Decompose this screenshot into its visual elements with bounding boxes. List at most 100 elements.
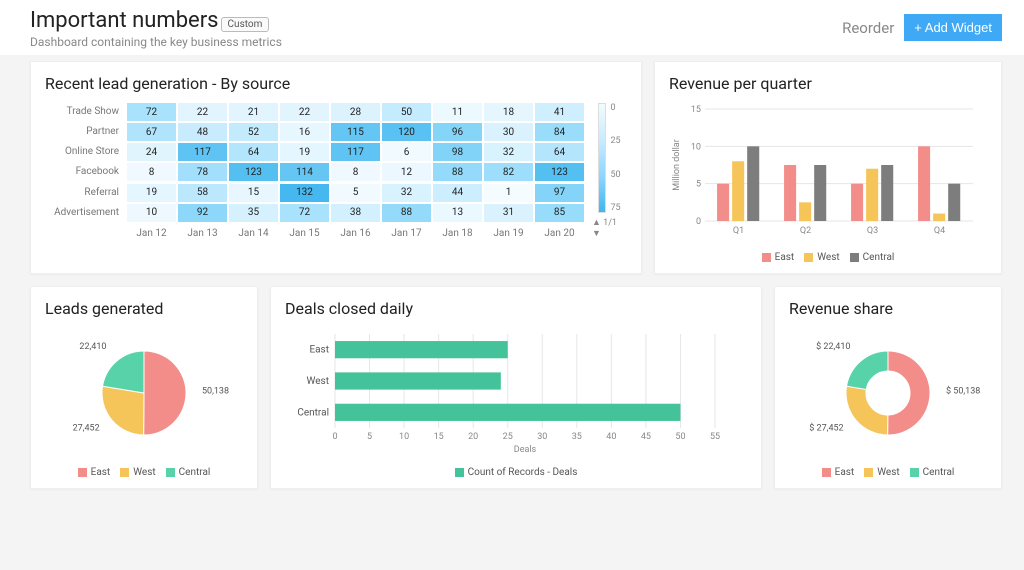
svg-text:Q2: Q2 — [800, 226, 811, 236]
legend-item: West — [120, 467, 155, 478]
heatmap-cell: 38 — [331, 204, 380, 222]
heatmap-cell: 114 — [280, 163, 329, 181]
heatmap-cell: 67 — [127, 123, 176, 141]
svg-text:20: 20 — [468, 432, 478, 442]
legend-item: West — [864, 467, 899, 478]
revenue-quarter-title: Revenue per quarter — [669, 74, 987, 93]
svg-text:10: 10 — [691, 142, 701, 152]
heatmap-cell: 32 — [484, 143, 533, 161]
svg-text:0: 0 — [332, 432, 337, 442]
heatmap-row-label: Facebook — [45, 163, 125, 181]
heatmap-card: Recent lead generation - By source Trade… — [30, 61, 642, 274]
heatmap-col-label: Jan 14 — [229, 224, 278, 239]
heatmap-col-label: Jan 13 — [178, 224, 227, 239]
heatmap-cell: 92 — [178, 204, 227, 222]
svg-text:Deals: Deals — [514, 445, 537, 455]
svg-text:15: 15 — [691, 105, 701, 115]
svg-text:50,138: 50,138 — [202, 386, 229, 396]
deals-chart: 0510152025303540455055DealsEastWestCentr… — [285, 328, 725, 458]
svg-text:5: 5 — [367, 432, 372, 442]
heatmap-cell: 19 — [280, 143, 329, 161]
heatmap-cell: 6 — [382, 143, 431, 161]
heatmap-cell: 35 — [229, 204, 278, 222]
heatmap-cell: 44 — [433, 184, 482, 202]
custom-pill: Custom — [221, 17, 270, 32]
svg-text:35: 35 — [572, 432, 582, 442]
heatmap-cell: 115 — [331, 123, 380, 141]
legend-item: Count of Records - Deals — [455, 467, 578, 478]
svg-text:West: West — [307, 376, 329, 387]
svg-text:Million dollar: Million dollar — [672, 139, 682, 190]
svg-text:10: 10 — [399, 432, 409, 442]
heatmap-scale-tick: 50 — [610, 170, 620, 180]
legend-item: Central — [166, 467, 211, 478]
svg-text:25: 25 — [503, 432, 513, 442]
bottom-row: Leads generated 50,13827,45222,410 East W… — [30, 286, 1002, 489]
heatmap-cell: 8 — [127, 163, 176, 181]
heatmap-scale-bar — [598, 103, 606, 213]
legend-item: Central — [850, 252, 895, 263]
page-title: Important numbers — [30, 8, 219, 33]
leads-chart: 50,13827,45222,410 — [45, 328, 243, 458]
heatmap-row-label: Referral — [45, 184, 125, 202]
heatmap-cell: 11 — [433, 103, 482, 121]
legend-item: Central — [910, 467, 955, 478]
heatmap-scale-tick: 75 — [610, 203, 620, 213]
heatmap-pager: ▲ 1/1 ▼ — [592, 217, 627, 239]
heatmap-cell: 30 — [484, 123, 533, 141]
heatmap-cell: 31 — [484, 204, 533, 222]
heatmap-col-label: Jan 18 — [433, 224, 482, 239]
svg-text:5: 5 — [696, 180, 701, 190]
heatmap-col-label: Jan 15 — [280, 224, 329, 239]
heatmap-cell: 1 — [484, 184, 533, 202]
dashboard-content: Recent lead generation - By source Trade… — [0, 55, 1024, 499]
heatmap-row-label: Partner — [45, 123, 125, 141]
heatmap-cell: 123 — [535, 163, 584, 181]
top-row: Recent lead generation - By source Trade… — [30, 61, 1002, 274]
heatmap-cell: 8 — [331, 163, 380, 181]
heatmap-cell: 88 — [433, 163, 482, 181]
svg-text:$ 22,410: $ 22,410 — [816, 341, 850, 352]
revenue-quarter-legend: EastWestCentral — [669, 252, 987, 263]
heatmap-row-label: Trade Show — [45, 103, 125, 121]
heatmap-title: Recent lead generation - By source — [45, 74, 627, 93]
heatmap-row-label: Advertisement — [45, 204, 125, 222]
heatmap-cell: 15 — [229, 184, 278, 202]
heatmap-cell: 28 — [331, 103, 380, 121]
heatmap-cell: 10 — [127, 204, 176, 222]
heatmap-cell: 50 — [382, 103, 431, 121]
deals-title: Deals closed daily — [285, 299, 747, 318]
heatmap-cell: 117 — [178, 143, 227, 161]
heatmap-cell: 41 — [535, 103, 584, 121]
heatmap-cell: 64 — [229, 143, 278, 161]
svg-text:40: 40 — [606, 432, 616, 442]
heatmap-cell: 16 — [280, 123, 329, 141]
heatmap-cell: 98 — [433, 143, 482, 161]
heatmap-cell: 13 — [433, 204, 482, 222]
heatmap-cell: 21 — [229, 103, 278, 121]
svg-text:50: 50 — [675, 432, 685, 442]
heatmap-cell: 32 — [382, 184, 431, 202]
svg-text:$ 50,138: $ 50,138 — [946, 385, 980, 396]
heatmap-cell: 58 — [178, 184, 227, 202]
heatmap-scale-labels: 0255075 — [610, 103, 620, 213]
heatmap-col-label: Jan 12 — [127, 224, 176, 239]
svg-text:East: East — [309, 345, 329, 356]
page-subtitle: Dashboard containing the key business me… — [30, 35, 282, 49]
revenue-quarter-chart: Million dollar051015Q1Q2Q3Q4 — [669, 103, 979, 243]
leads-title: Leads generated — [45, 299, 243, 318]
heatmap-col-label: Jan 16 — [331, 224, 380, 239]
svg-text:Q1: Q1 — [733, 226, 744, 236]
heatmap-cell: 85 — [535, 204, 584, 222]
add-widget-button[interactable]: + Add Widget — [904, 14, 1002, 41]
deals-legend: Count of Records - Deals — [285, 467, 747, 478]
svg-text:Central: Central — [297, 407, 329, 418]
heatmap-cell: 72 — [280, 204, 329, 222]
legend-item: East — [822, 467, 855, 478]
heatmap-cell: 96 — [433, 123, 482, 141]
reorder-button[interactable]: Reorder — [842, 19, 894, 37]
legend-item: East — [78, 467, 111, 478]
heatmap-cell: 24 — [127, 143, 176, 161]
svg-text:15: 15 — [434, 432, 444, 442]
svg-text:30: 30 — [537, 432, 547, 442]
